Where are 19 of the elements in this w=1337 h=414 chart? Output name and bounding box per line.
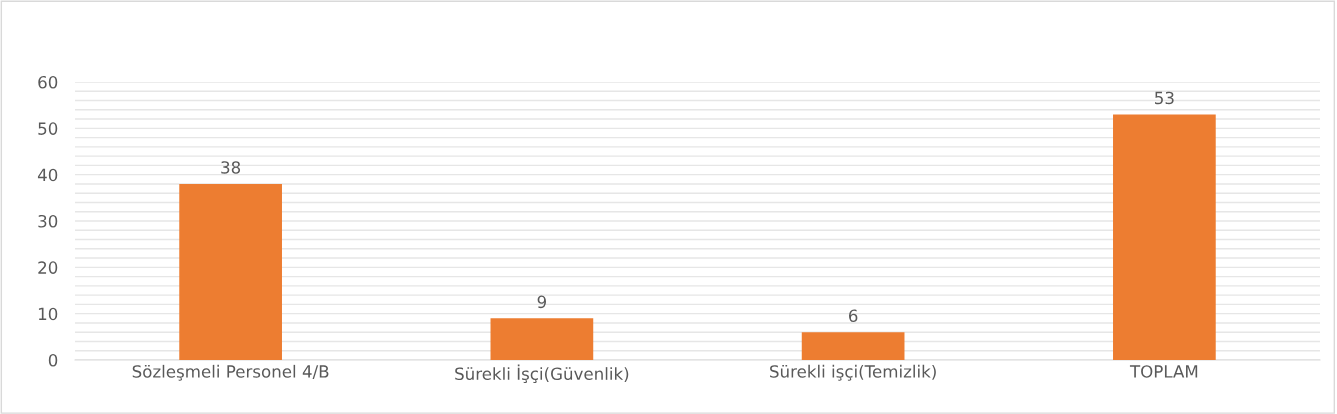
y-tick-label: 50 (38, 122, 58, 135)
data-label: 9 (537, 295, 547, 309)
bar (801, 332, 905, 360)
x-tick-label: Sürekli işçi(Temizlik) (770, 364, 936, 381)
y-tick-label: 30 (38, 214, 58, 228)
x-tick-label: Sürekli İşçi(Güvenlik) (455, 364, 629, 384)
bar (490, 318, 594, 360)
x-tick-label: TOPLAM (1129, 365, 1198, 378)
y-tick-label: 40 (37, 168, 58, 182)
data-label: 53 (1155, 91, 1174, 105)
x-tick-label: Sözleşmeli Personel 4/B (132, 364, 329, 381)
bar (179, 183, 282, 360)
bar (1113, 114, 1216, 360)
y-tick-label: 10 (38, 307, 58, 321)
data-label: 38 (221, 161, 241, 174)
y-tick-label: 60 (38, 75, 58, 89)
data-label: 6 (848, 309, 858, 323)
y-tick-label: 0 (48, 353, 58, 367)
y-tick-label: 20 (38, 261, 58, 274)
